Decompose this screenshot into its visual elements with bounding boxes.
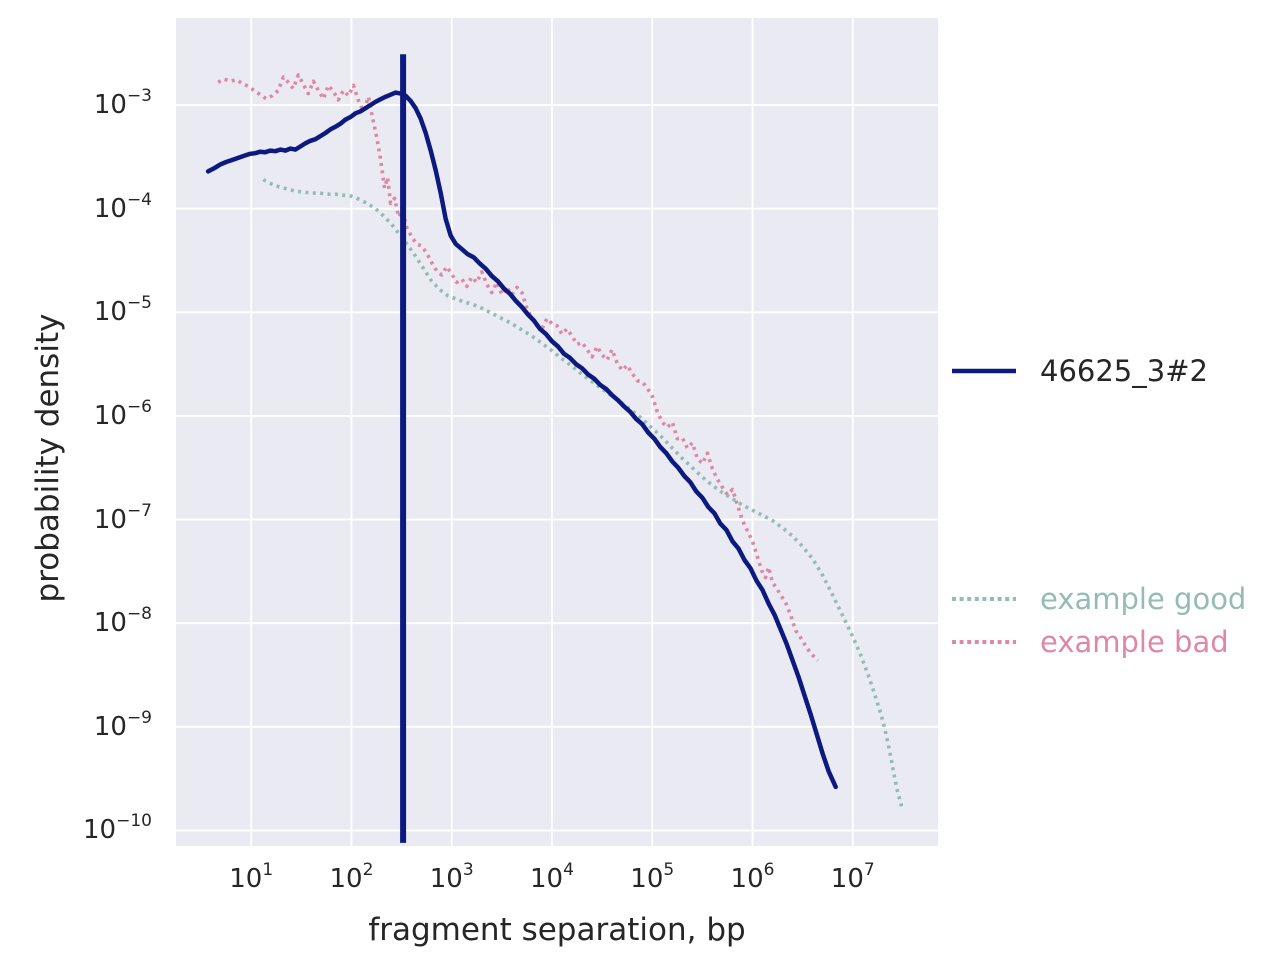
x-tick-label: 105 xyxy=(630,860,675,895)
legend-label-example-good: example good xyxy=(1040,582,1247,616)
y-tick-label: 10−7 xyxy=(93,500,152,535)
y-tick-label: 10−6 xyxy=(93,396,152,431)
legend-label-main: 46625_3#2 xyxy=(1040,354,1208,388)
y-tick-label: 10−5 xyxy=(93,293,152,328)
series-path-example-bad xyxy=(217,73,819,662)
x-tick-label: 106 xyxy=(730,860,775,895)
y-tick-label: 10−10 xyxy=(83,811,152,846)
legend-entry-example-good: example good xyxy=(952,579,1246,619)
plot-background xyxy=(176,18,938,846)
x-tick-label: 104 xyxy=(530,860,574,895)
legend-line-sample-main xyxy=(952,368,1016,374)
legend-entry-example-bad: example bad xyxy=(952,622,1229,662)
legend-entry-main: 46625_3#2 xyxy=(952,351,1208,391)
x-tick-label: 107 xyxy=(830,860,875,895)
legend-line-sample-example-good xyxy=(952,597,1016,601)
y-tick-label: 10−9 xyxy=(93,707,152,742)
y-axis-label: probability density xyxy=(30,313,66,603)
y-tick-label: 10−3 xyxy=(93,86,152,121)
x-tick-label: 103 xyxy=(429,860,474,895)
x-tick-label: 102 xyxy=(329,860,374,895)
y-tick-label: 10−4 xyxy=(93,189,152,224)
y-tick-label: 10−8 xyxy=(93,604,152,639)
series-path-46625-3-2 xyxy=(205,90,838,790)
x-tick-label: 101 xyxy=(229,860,274,895)
legend-line-sample-example-bad xyxy=(952,640,1016,644)
legend-label-example-bad: example bad xyxy=(1040,625,1229,659)
x-axis-label: fragment separation, bp xyxy=(368,912,746,948)
